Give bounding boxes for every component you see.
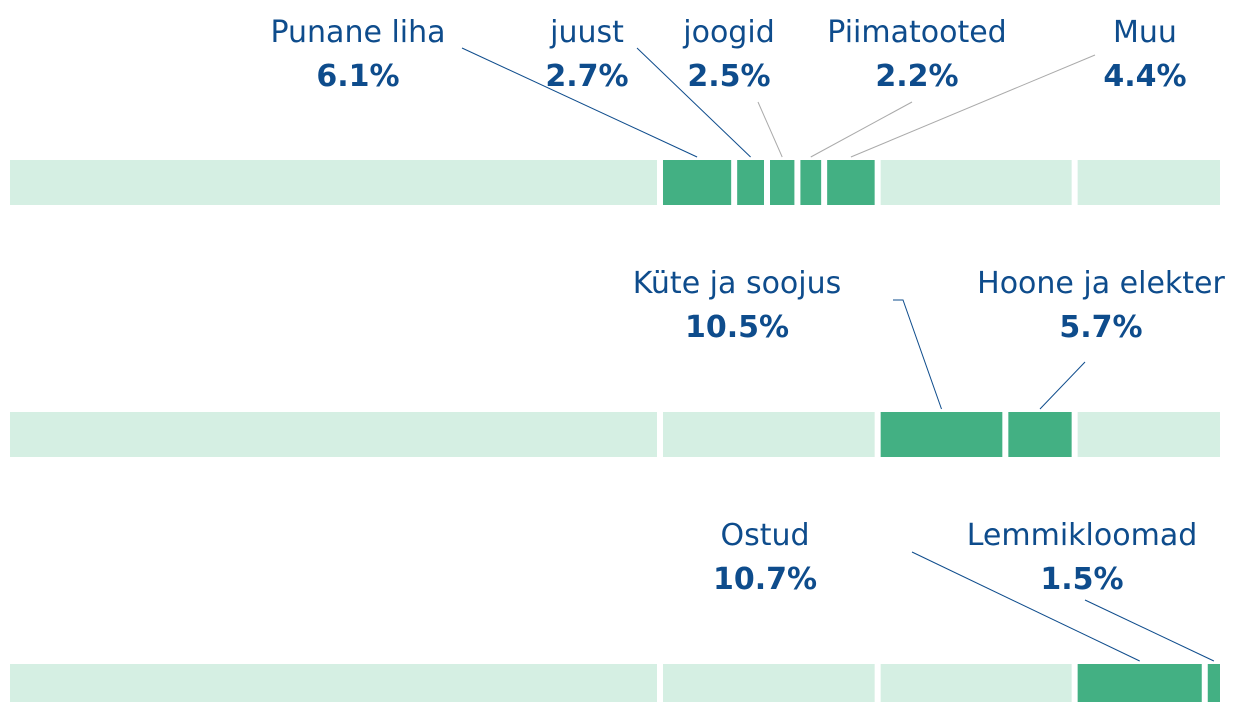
base-segment <box>1077 160 1220 205</box>
base-segment <box>880 160 1072 205</box>
item-label: Piimatooted <box>827 15 1006 50</box>
base-segment <box>10 412 657 457</box>
highlight-segment <box>827 160 875 205</box>
base-segment <box>10 664 657 702</box>
leader-line <box>810 101 913 158</box>
item-value: 10.7% <box>713 562 817 597</box>
item-label: Muu <box>1113 15 1177 50</box>
leader-line <box>636 47 751 158</box>
item-value: 2.7% <box>545 59 628 94</box>
leader-line <box>461 47 698 158</box>
highlight-segment <box>770 160 795 205</box>
base-segment <box>10 160 657 205</box>
base-segment <box>662 664 875 702</box>
item-value: 1.5% <box>1040 562 1123 597</box>
highlight-segment <box>662 160 732 205</box>
base-segment <box>880 664 1072 702</box>
item-label: Punane liha <box>270 15 445 50</box>
item-label: Küte ja soojus <box>633 266 842 301</box>
item-value: 6.1% <box>316 59 399 94</box>
item-value: 2.5% <box>687 59 770 94</box>
item-value: 2.2% <box>875 59 958 94</box>
leader-line <box>850 54 1096 158</box>
item-label: joogid <box>682 15 774 50</box>
item-label: Ostud <box>720 518 809 553</box>
leader-line <box>893 299 942 410</box>
highlight-segment <box>1008 412 1072 457</box>
leader-line <box>1039 361 1086 410</box>
highlight-segment <box>880 412 1003 457</box>
item-label: juust <box>549 15 624 50</box>
item-label: Hoone ja elekter <box>977 266 1225 301</box>
leader-line <box>757 101 783 158</box>
item-value: 10.5% <box>685 310 789 345</box>
highlight-segment <box>1077 664 1202 702</box>
highlight-segment <box>800 160 822 205</box>
item-value: 4.4% <box>1103 59 1186 94</box>
highlight-segment <box>1207 664 1220 702</box>
highlight-segment <box>737 160 764 205</box>
base-segment <box>1077 412 1220 457</box>
leader-line <box>911 551 1140 662</box>
item-value: 5.7% <box>1059 310 1142 345</box>
base-segment <box>662 412 875 457</box>
leader-line <box>1084 599 1215 662</box>
item-label: Lemmikloomad <box>967 518 1198 553</box>
